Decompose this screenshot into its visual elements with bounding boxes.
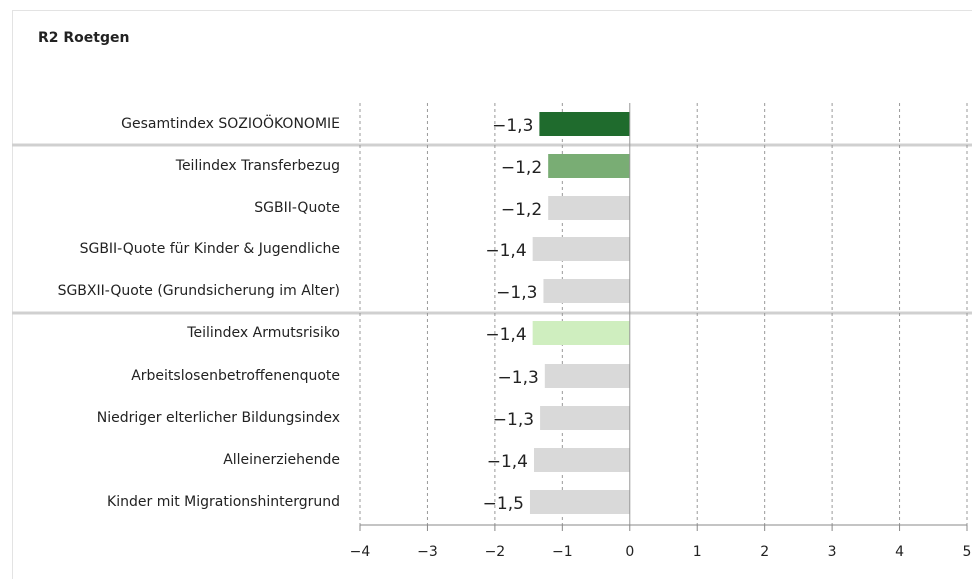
category-label: Gesamtindex SOZIOÖKONOMIE bbox=[121, 114, 340, 132]
category-label: Teilindex Transferbezug bbox=[175, 158, 340, 174]
value-label: −1,5 bbox=[483, 494, 524, 514]
value-label: −1,4 bbox=[485, 241, 526, 261]
bar bbox=[532, 237, 630, 261]
bar bbox=[544, 364, 630, 388]
x-tick-label: −4 bbox=[350, 544, 371, 560]
x-tick-label: 4 bbox=[895, 544, 904, 560]
bar bbox=[543, 279, 630, 303]
bar bbox=[540, 406, 630, 430]
x-tick-label: 0 bbox=[625, 544, 634, 560]
bar bbox=[548, 196, 630, 220]
bar bbox=[539, 112, 630, 136]
x-tick-label: −3 bbox=[417, 544, 438, 560]
bar bbox=[532, 321, 630, 345]
value-label: −1,3 bbox=[492, 116, 533, 136]
category-label: Kinder mit Migrationshintergrund bbox=[107, 494, 340, 510]
value-label: −1,4 bbox=[485, 325, 526, 345]
category-label: SGBII-Quote bbox=[254, 200, 340, 216]
x-tick-label: 3 bbox=[828, 544, 837, 560]
bar bbox=[534, 448, 630, 472]
x-tick-label: −2 bbox=[485, 544, 506, 560]
x-tick-label: −1 bbox=[552, 544, 573, 560]
value-label: −1,2 bbox=[501, 200, 542, 220]
value-label: −1,2 bbox=[501, 158, 542, 178]
x-tick-label: 5 bbox=[963, 544, 972, 560]
value-label: −1,3 bbox=[496, 283, 537, 303]
value-label: −1,3 bbox=[493, 410, 534, 430]
value-label: −1,4 bbox=[487, 452, 528, 472]
chart-title: R2 Roetgen bbox=[38, 30, 129, 46]
category-label: Niedriger elterlicher Bildungsindex bbox=[97, 410, 340, 426]
category-label: Teilindex Armutsrisiko bbox=[186, 325, 340, 341]
x-tick-label: 2 bbox=[760, 544, 769, 560]
category-label: SGBII-Quote für Kinder & Jugendliche bbox=[80, 241, 340, 257]
bar bbox=[548, 154, 630, 178]
frame bbox=[12, 10, 972, 579]
value-label: −1,3 bbox=[498, 368, 539, 388]
bar bbox=[529, 490, 630, 514]
x-tick-label: 1 bbox=[693, 544, 702, 560]
category-label: Alleinerziehende bbox=[223, 452, 340, 468]
category-label: SGBXII-Quote (Grundsicherung im Alter) bbox=[58, 283, 340, 299]
category-label: Arbeitslosenbetroffenenquote bbox=[131, 368, 340, 384]
